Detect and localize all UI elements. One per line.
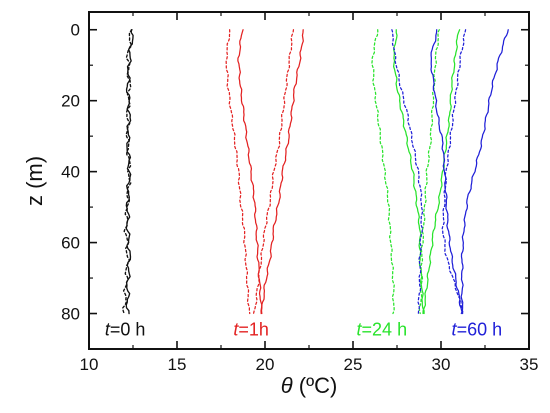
series-line-2 [122,29,133,315]
x-tick-label: 10 [80,355,99,374]
x-tick-label: 20 [256,355,275,374]
labels-layer: 10 15 20 25 30 35 0 20 40 60 80 z (m) θ (ºC) [22,21,538,398]
annotation-label: t=60 h [452,320,503,340]
series-line-7 [371,29,395,315]
series-layer [122,29,509,315]
annotation-variable: t [357,320,363,340]
annotation-value: =1h [238,320,269,340]
series-line-11 [391,29,424,315]
x-axis-unit: (ºC) [293,373,338,398]
series-line-6 [252,29,295,315]
x-tick-label: 15 [168,355,187,374]
annotation-label: t=24 h [357,320,408,340]
annotation-value: =60 h [457,320,503,340]
annotation-label: t=1h [233,320,269,340]
series-line-12 [430,29,464,315]
series-line-9 [418,29,440,315]
annotation-value: =24 h [362,320,408,340]
y-tick-label: 40 [61,163,80,182]
series-line-14 [460,29,509,315]
x-tick-label: 35 [520,355,539,374]
series-line-1 [125,29,134,315]
annotation-value: =0 h [110,320,146,340]
annotation-variable: t [452,320,458,340]
x-axis-symbol: θ [281,373,293,398]
annotation-variable: t [105,320,111,340]
series-line-13 [441,29,467,315]
x-tick-label: 30 [432,355,451,374]
y-tick-label: 0 [71,21,80,40]
y-axis-label: z (m) [22,156,47,206]
x-axis-label: θ (ºC) [281,373,338,398]
series-line-4 [225,29,251,315]
series-line-5 [260,29,304,315]
x-tick-label: 25 [344,355,363,374]
series-line-3 [237,29,263,315]
series-line-10 [422,29,461,315]
y-tick-label: 80 [61,305,80,324]
annotation-variable: t [233,320,239,340]
annotation-label: t=0 h [105,320,146,340]
y-tick-label: 20 [61,92,80,111]
annotation-layer: t=0 h t=1h t=24 h t=60 h [105,320,502,340]
axes-layer [88,11,530,350]
y-tick-label: 60 [61,234,80,253]
